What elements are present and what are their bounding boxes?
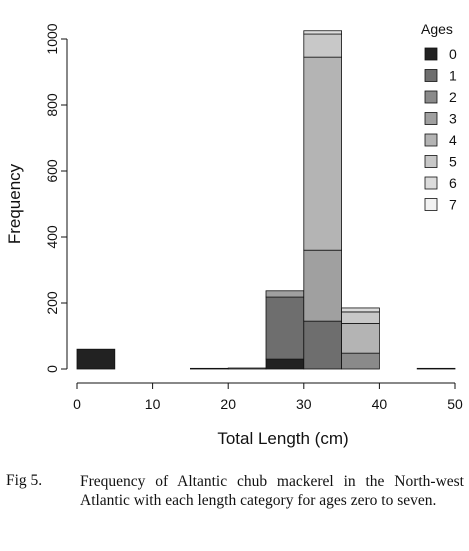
legend-swatch bbox=[424, 155, 438, 168]
legend-label: 4 bbox=[449, 132, 457, 148]
legend-swatch bbox=[424, 176, 438, 190]
legend-label: 6 bbox=[449, 175, 457, 191]
legend-swatch bbox=[424, 47, 438, 61]
bar bbox=[341, 311, 380, 324]
y-tick-label: 600 bbox=[44, 159, 60, 183]
legend-swatch bbox=[424, 133, 438, 147]
x-tick-label: 40 bbox=[372, 396, 388, 412]
legend-swatch bbox=[424, 69, 438, 82]
y-tick-label: 1000 bbox=[44, 23, 60, 54]
bar bbox=[76, 348, 116, 370]
x-tick-label: 50 bbox=[447, 396, 463, 412]
bar bbox=[265, 290, 305, 298]
bar bbox=[416, 367, 456, 370]
x-tick-label: 0 bbox=[73, 396, 81, 412]
bar bbox=[303, 249, 342, 322]
y-tick-label: 800 bbox=[44, 93, 60, 117]
legend-label: 3 bbox=[449, 111, 457, 127]
x-tick-label: 30 bbox=[296, 396, 312, 412]
x-tick-label: 10 bbox=[145, 396, 161, 412]
bar bbox=[341, 307, 380, 313]
legend-swatch bbox=[424, 90, 438, 104]
chart: Frequency Total Length (cm) Ages 0200400… bbox=[5, 21, 463, 448]
x-axis-title: Total Length (cm) bbox=[217, 429, 348, 448]
caption-label: Fig 5. bbox=[6, 472, 43, 489]
legend-label: 7 bbox=[449, 197, 457, 213]
y-tick-label: 200 bbox=[44, 291, 60, 315]
legend-swatch bbox=[424, 198, 438, 211]
caption-text: Frequency of Altantic chub mackerel in t… bbox=[80, 473, 464, 509]
bar bbox=[265, 296, 305, 360]
bar bbox=[303, 30, 342, 35]
bar bbox=[303, 56, 342, 251]
bar bbox=[303, 320, 342, 370]
bar bbox=[265, 358, 305, 370]
legend-label: 5 bbox=[449, 154, 457, 170]
legend-label: 2 bbox=[449, 89, 457, 105]
legend-title: Ages bbox=[421, 21, 453, 37]
y-tick-label: 400 bbox=[44, 225, 60, 249]
bar bbox=[341, 323, 380, 354]
y-tick-label: 0 bbox=[44, 365, 60, 373]
legend-label: 1 bbox=[449, 68, 457, 84]
x-tick-label: 20 bbox=[220, 396, 236, 412]
bar bbox=[341, 352, 380, 370]
bar bbox=[227, 367, 267, 370]
bar bbox=[189, 367, 229, 370]
bar bbox=[303, 33, 342, 58]
legend-label: 0 bbox=[449, 46, 457, 62]
legend-swatch bbox=[424, 112, 438, 125]
y-axis-title: Frequency bbox=[5, 163, 24, 244]
